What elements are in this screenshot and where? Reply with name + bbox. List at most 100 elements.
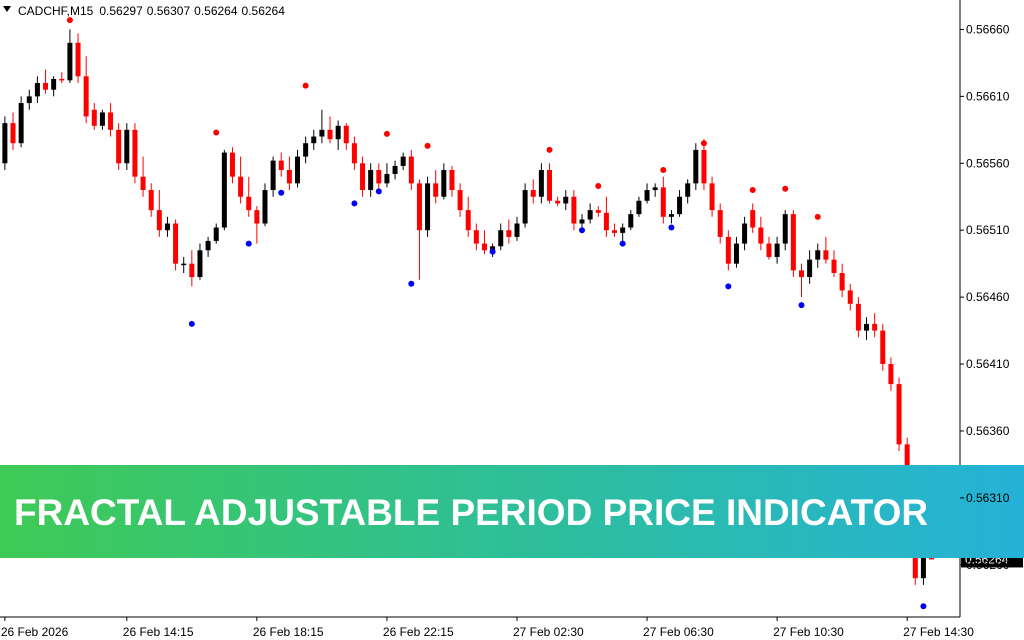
y-tick-label: 0.56260 [966, 558, 1010, 572]
candle-body [238, 176, 244, 197]
candle-body [327, 129, 333, 140]
fractal-down [668, 224, 675, 231]
candle-body [514, 223, 520, 237]
x-tick-label: 26 Feb 18:15 [253, 625, 324, 639]
candle-body [774, 243, 780, 257]
candle-body [116, 129, 122, 164]
banner-text: FRACTAL ADJUSTABLE PERIOD PRICE INDICATO… [14, 492, 928, 533]
fractal-up [700, 140, 707, 147]
candle-body [563, 196, 569, 204]
symbol: CADCHF,M15 [18, 4, 94, 18]
candle-body [717, 210, 723, 237]
candle-body [2, 123, 8, 164]
candle-body [229, 152, 235, 177]
x-tick-label: 26 Feb 14:15 [123, 625, 194, 639]
x-tick-label: 27 Feb 06:30 [643, 625, 714, 639]
candle-body [295, 156, 301, 184]
fractal-up [782, 185, 789, 192]
candle-body [750, 210, 756, 228]
y-tick-label: 0.56310 [966, 491, 1010, 505]
candle-body [416, 183, 422, 231]
candle-body [433, 183, 439, 197]
candle-body [644, 190, 650, 201]
candle-body [465, 210, 471, 231]
candle-body [270, 160, 276, 191]
candle-body [148, 190, 154, 211]
candle-body [213, 227, 219, 241]
dropdown-icon[interactable] [3, 6, 11, 12]
fractal-down [920, 603, 927, 610]
candle-body [530, 190, 536, 197]
fractal-down [245, 240, 252, 247]
fractal-up [383, 130, 390, 137]
y-tick-label: 0.56510 [966, 223, 1010, 237]
fractal-up [814, 213, 821, 220]
candle-body [733, 243, 739, 264]
candle-body [368, 169, 374, 191]
fractal-down [408, 280, 415, 287]
candle-body [612, 230, 618, 233]
candle-body [668, 214, 674, 217]
candle-body [652, 187, 658, 191]
fractal-up [546, 146, 553, 153]
candle-body [490, 246, 496, 251]
fractal-down [798, 302, 805, 309]
candle-body [140, 176, 146, 191]
y-tick-label: 0.56660 [966, 22, 1010, 36]
candle-body [335, 125, 341, 140]
candle-body [473, 230, 479, 244]
y-tick-label: 0.56460 [966, 290, 1010, 304]
candle-body [181, 263, 187, 266]
fractal-down [579, 227, 586, 234]
candle-body [555, 200, 561, 204]
candle-body [547, 169, 553, 201]
candle-body [660, 187, 666, 217]
candle-body [782, 214, 788, 244]
candle-body [108, 112, 114, 130]
candle-body [685, 183, 691, 197]
open: 0.56297 [99, 4, 143, 18]
candle-body [18, 103, 24, 144]
plot [2, 17, 935, 610]
candle-body [807, 259, 813, 278]
candle-body [896, 384, 902, 445]
x-tick-label: 27 Feb 02:30 [513, 625, 584, 639]
candle-body [571, 196, 577, 224]
close: 0.56264 [242, 4, 286, 18]
fractal-up [749, 187, 756, 194]
candle-body [498, 230, 504, 247]
candle-body [43, 82, 49, 90]
candle-body [351, 143, 357, 164]
candle-body [872, 323, 878, 331]
candle-body [815, 250, 821, 260]
x-tick-label: 26 Feb 22:15 [383, 625, 454, 639]
candle-body [790, 214, 796, 271]
high: 0.56307 [147, 4, 191, 18]
fractal-down [375, 188, 382, 195]
fractal-down [489, 248, 496, 255]
candle-body [51, 78, 57, 90]
candle-body [538, 169, 544, 197]
fractal-up [302, 82, 309, 89]
candle-body [847, 290, 853, 304]
fractal-down [351, 200, 358, 207]
fractal-down [619, 240, 626, 247]
candle-body [221, 152, 227, 228]
candle-body [579, 219, 585, 224]
candle-body [34, 82, 40, 97]
candle-body [278, 160, 284, 170]
candle-body [425, 183, 431, 231]
candle-body [408, 156, 414, 184]
candle-body [831, 259, 837, 274]
candle-body [798, 270, 804, 278]
fractal-up [660, 166, 667, 173]
candle-body [400, 156, 406, 166]
candle-body [636, 200, 642, 215]
candle-body [693, 149, 699, 184]
x-tick-label: 27 Feb 14:30 [903, 625, 974, 639]
candle-body [132, 129, 138, 177]
candle-body [83, 76, 89, 117]
